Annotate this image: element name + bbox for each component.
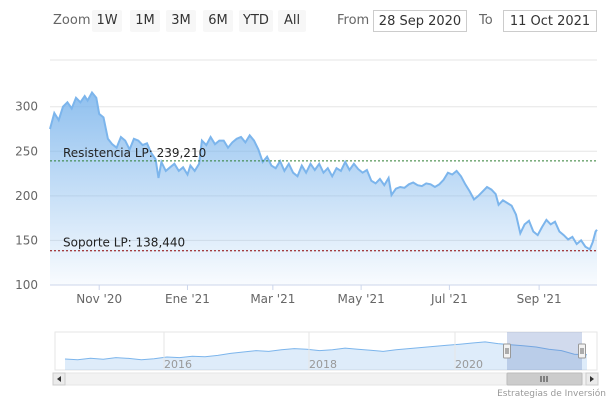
y-axis: 100 150 200 250 300 (15, 100, 38, 292)
x-tick-label: Ene '21 (165, 292, 210, 306)
x-tick-label: May '21 (338, 292, 385, 306)
from-date-input[interactable]: 28 Sep 2020 (373, 10, 467, 32)
navigator-area (65, 341, 587, 370)
from-label: From (337, 13, 370, 28)
x-tick-label: Sep '21 (517, 292, 562, 306)
chevron-left-icon (57, 376, 61, 382)
navigator-left-handle[interactable] (503, 343, 511, 359)
price-area-fill (50, 92, 597, 285)
y-tick-label: 150 (15, 233, 38, 247)
to-date-input[interactable]: 11 Oct 2021 (503, 10, 597, 32)
navigator-year-label: 2018 (309, 358, 337, 371)
price-area (49, 90, 598, 285)
navigator-line (64, 341, 588, 361)
x-tick-label: Jul '21 (430, 292, 468, 306)
navigator-right-handle[interactable] (578, 343, 586, 359)
scrollbar[interactable] (52, 372, 599, 386)
chevron-right-icon (590, 376, 594, 382)
y-tick-label: 100 (15, 278, 38, 292)
navigator-year-label: 2020 (455, 358, 483, 371)
credits-text: Estrategias de Inversión (497, 389, 606, 399)
zoom-1w-button[interactable]: 1W (92, 10, 122, 32)
navigator-year-label: 2016 (164, 358, 192, 371)
zoom-ytd-button[interactable]: YTD (239, 10, 273, 32)
to-label: To (479, 13, 493, 28)
y-tick-label: 200 (15, 189, 38, 203)
y-tick-label: 250 (15, 144, 38, 158)
range-selector-toolbar: Zoom 1W 1M 3M 6M YTD All From 28 Sep 202… (0, 0, 612, 40)
zoom-label: Zoom (53, 13, 91, 28)
navigator[interactable]: 2016 2018 2020 (54, 331, 598, 371)
navigator-selection[interactable] (507, 332, 582, 370)
x-tick-label: Mar '21 (250, 292, 295, 306)
x-tick-label: Nov '20 (76, 292, 122, 306)
price-line (49, 90, 598, 251)
zoom-1m-button[interactable]: 1M (130, 10, 160, 32)
support-label: Soporte LP: 138,440 (63, 236, 185, 250)
y-tick-label: 300 (15, 100, 38, 114)
level-lines: Resistencia LP: 239,210 Soporte LP: 138,4… (50, 146, 597, 252)
zoom-all-button[interactable]: All (278, 10, 306, 32)
x-axis: Nov '20 Ene '21 Mar '21 May '21 Jul '21 Sep '… (50, 284, 597, 306)
resistance-label: Resistencia LP: 239,210 (63, 146, 206, 160)
zoom-6m-button[interactable]: 6M (203, 10, 233, 32)
zoom-3m-button[interactable]: 3M (166, 10, 196, 32)
